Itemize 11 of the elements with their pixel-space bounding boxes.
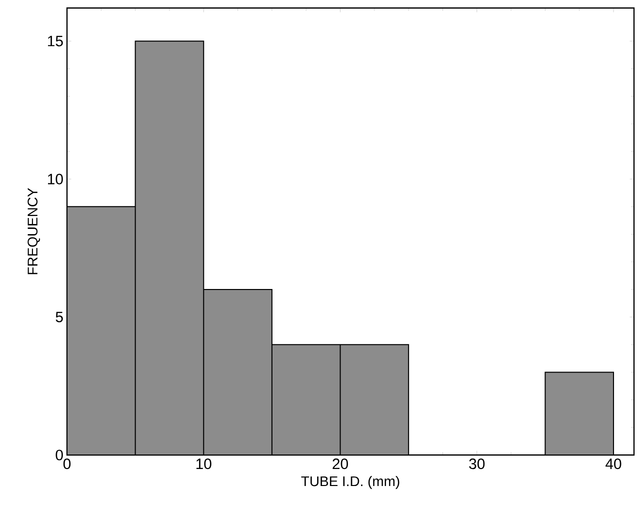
y-axis-title: FREQUENCY [28,188,40,274]
y-tick-label: 0 [56,450,63,460]
y-tick-label: 15 [48,36,63,46]
x-tick-label: 30 [469,458,485,470]
x-tick-label: 0 [63,458,71,470]
y-tick-label: 5 [56,312,63,322]
x-tick-label: 10 [196,458,212,470]
x-axis-title: TUBE I.D. (mm) [301,476,400,489]
x-tick-label: 40 [606,458,622,470]
y-tick-label: 10 [48,174,63,184]
x-tick-label: 20 [332,458,348,470]
